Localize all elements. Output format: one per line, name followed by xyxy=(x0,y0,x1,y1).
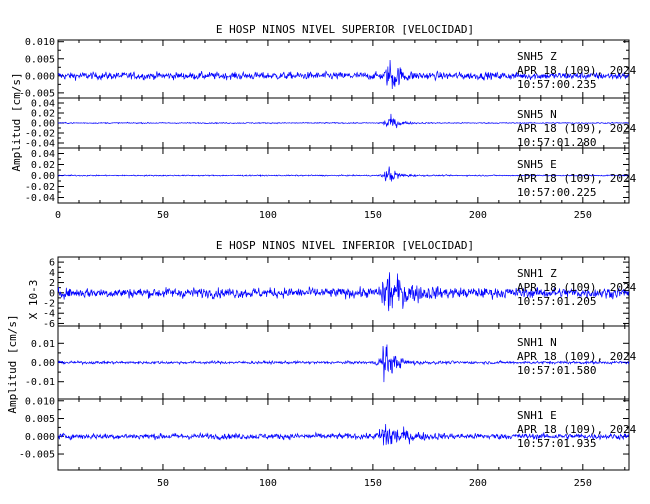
x-tick-label: 100 xyxy=(259,210,277,221)
y-tick-label: 0.01 xyxy=(31,339,55,350)
y-tick-label: 0.000 xyxy=(25,71,55,82)
y-tick-label: 0.00 xyxy=(31,358,55,369)
trace-station-label: SNH1 Z xyxy=(517,267,557,280)
y-tick-label: -0.02 xyxy=(25,182,55,193)
trace-time-label: 10:57:01.935 xyxy=(517,437,596,450)
x-tick-label: 250 xyxy=(574,210,592,221)
y-tick-label: 0.000 xyxy=(25,432,55,443)
trace-time-label: 10:57:01.280 xyxy=(517,136,596,149)
trace-station-label: SNH1 E xyxy=(517,409,557,422)
y-unit-note: X 10-3 xyxy=(27,280,40,320)
trace-date-label: APR 18 (109), 2024 xyxy=(517,172,637,185)
y-tick-label: -0.005 xyxy=(19,450,55,461)
x-tick-label: 200 xyxy=(469,210,487,221)
y-axis-label-top: Amplitud [cm/s] xyxy=(10,72,23,171)
y-tick-label: -0.04 xyxy=(25,139,55,150)
y-tick-label: -0.02 xyxy=(25,129,55,140)
trace-station-label: SNH1 N xyxy=(517,336,557,349)
y-tick-label: 0.04 xyxy=(31,149,55,160)
y-tick-label: 0.005 xyxy=(25,414,55,425)
waveform-trace xyxy=(57,59,630,89)
trace-date-label: APR 18 (109), 2024 xyxy=(517,281,637,294)
y-tick-label: 0.02 xyxy=(31,160,55,171)
trace-station-label: SNH5 N xyxy=(517,108,557,121)
y-tick-label: 6 xyxy=(49,258,55,269)
y-tick-label: -4 xyxy=(43,309,55,320)
y-tick-label: -0.005 xyxy=(19,88,55,99)
trace-date-label: APR 18 (109), 2024 xyxy=(517,350,637,363)
y-tick-label: -2 xyxy=(43,299,55,310)
x-tick-label: 0 xyxy=(55,210,61,221)
x-tick-label: 150 xyxy=(364,210,382,221)
waveform-trace xyxy=(57,113,630,129)
trace-time-label: 10:57:01.205 xyxy=(517,295,596,308)
y-tick-label: 0.005 xyxy=(25,54,55,65)
waveform-trace xyxy=(57,344,630,383)
chart-title-bottom: E HOSP NINOS NIVEL INFERIOR [VELOCIDAD] xyxy=(216,239,474,252)
y-tick-label: 0.04 xyxy=(31,99,55,110)
y-tick-label: -0.04 xyxy=(25,193,55,204)
y-tick-label: 0 xyxy=(49,288,55,299)
x-tick-label: 200 xyxy=(469,478,487,489)
trace-date-label: APR 18 (109), 2024 xyxy=(517,423,637,436)
x-tick-label: 50 xyxy=(157,210,169,221)
y-tick-label: 0.00 xyxy=(31,171,55,182)
trace-date-label: APR 18 (109), 2024 xyxy=(517,122,637,135)
y-tick-label: -0.01 xyxy=(25,377,55,388)
trace-date-label: APR 18 (109), 2024 xyxy=(517,64,637,77)
waveform-trace xyxy=(57,272,630,312)
trace-time-label: 10:57:00.225 xyxy=(517,186,596,199)
y-tick-label: 0.010 xyxy=(25,37,55,48)
x-tick-label: 250 xyxy=(574,478,592,489)
trace-time-label: 10:57:00.235 xyxy=(517,78,596,91)
trace-station-label: SNH5 Z xyxy=(517,50,557,63)
y-tick-label: 2 xyxy=(49,278,55,289)
trace-station-label: SNH5 E xyxy=(517,158,557,171)
x-tick-label: 150 xyxy=(364,478,382,489)
y-tick-label: 0.02 xyxy=(31,109,55,120)
y-tick-label: -6 xyxy=(43,319,55,330)
y-tick-label: 0.00 xyxy=(31,119,55,130)
chart-title-top: E HOSP NINOS NIVEL SUPERIOR [VELOCIDAD] xyxy=(216,23,474,36)
y-tick-label: 4 xyxy=(49,268,55,279)
waveform-trace xyxy=(57,166,630,182)
x-tick-label: 50 xyxy=(157,478,169,489)
x-tick-label: 100 xyxy=(259,478,277,489)
waveform-trace xyxy=(57,423,630,446)
trace-time-label: 10:57:01.580 xyxy=(517,364,596,377)
y-tick-label: 0.010 xyxy=(25,396,55,407)
y-axis-label-bottom: Amplitud [cm/s] xyxy=(6,314,19,413)
